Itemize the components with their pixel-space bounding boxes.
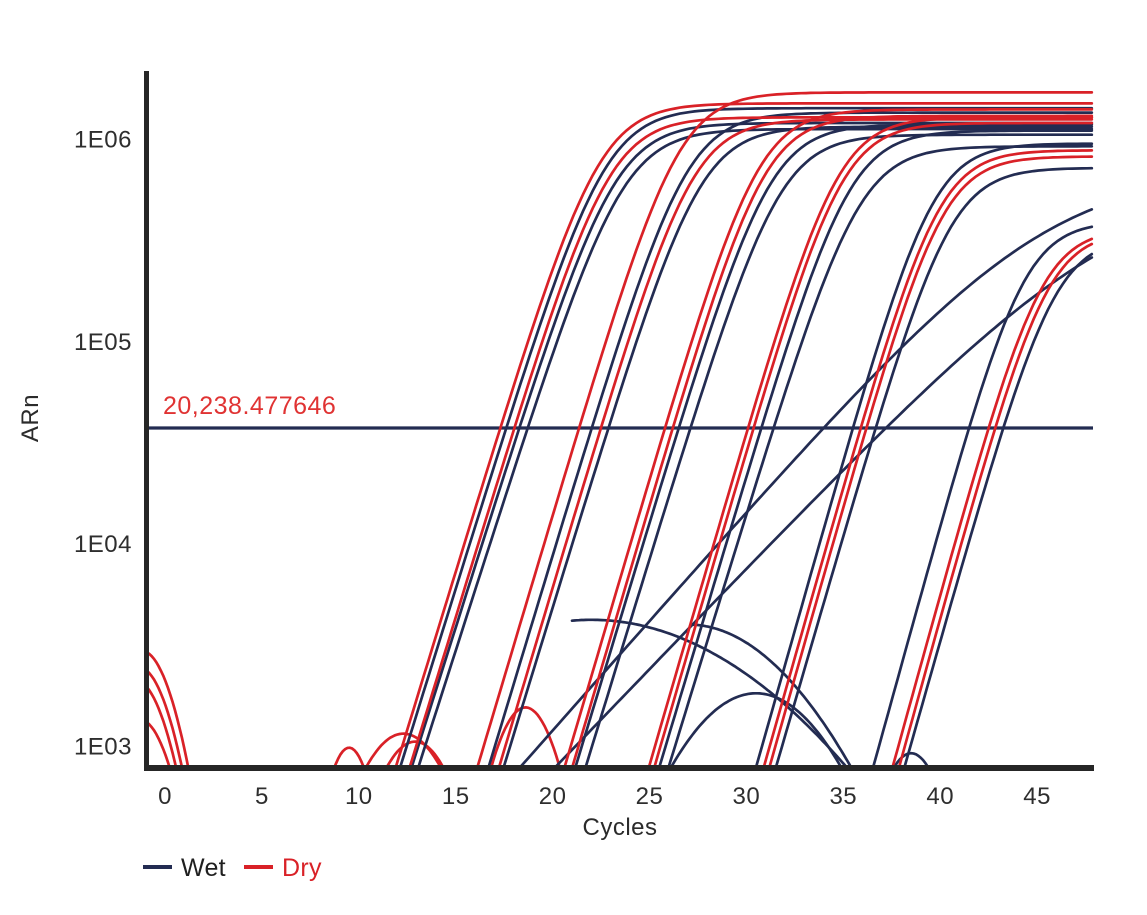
legend-label-dry: Dry xyxy=(282,854,322,882)
baseline-artifact-dry xyxy=(363,732,444,769)
baseline-artifact-dry xyxy=(332,746,366,769)
amplification-curve-wet xyxy=(573,123,1094,769)
amplification-curve-dry xyxy=(497,118,1094,769)
x-axis-tick-labels: 0 5 10 15 20 25 30 35 40 45 xyxy=(158,783,1051,810)
amplification-curve-dry xyxy=(475,91,1094,769)
amplification-curve-dry xyxy=(646,115,1094,769)
amplification-curve-wet xyxy=(486,111,1094,769)
baseline-artifact-wet xyxy=(690,623,854,769)
baseline-artifact-wet xyxy=(891,751,931,769)
x-axis-label: Cycles xyxy=(582,814,657,841)
amplification-curve-dry xyxy=(393,102,1094,769)
amplification-curve-dry xyxy=(767,155,1094,769)
baseline-artifact-dry xyxy=(146,720,172,769)
amplification-curve-dry xyxy=(897,242,1094,769)
x-tick-label: 25 xyxy=(636,783,664,810)
baseline-artifact-dry xyxy=(146,650,190,769)
x-tick-label: 5 xyxy=(255,783,269,810)
amplification-curve-wet xyxy=(902,252,1094,769)
x-tick-label: 45 xyxy=(1023,783,1051,810)
legend: Wet Dry xyxy=(143,854,322,882)
amplification-curve-wet xyxy=(774,166,1094,769)
x-tick-label: 0 xyxy=(158,783,172,810)
y-axis-label: ARn xyxy=(17,394,44,442)
threshold-value-label: 20,238.477646 xyxy=(163,392,336,420)
amplification-curves xyxy=(393,91,1094,769)
amplification-curve-dry xyxy=(652,121,1094,769)
amplification-curve-wet xyxy=(657,129,1094,769)
x-axis xyxy=(144,765,1094,771)
y-tick-label: 1E03 xyxy=(74,733,132,760)
x-tick-label: 40 xyxy=(926,783,954,810)
x-tick-label: 10 xyxy=(345,783,373,810)
amplification-curve-dry xyxy=(761,149,1094,769)
y-tick-label: 1E04 xyxy=(74,531,132,558)
amplification-curve-dry xyxy=(562,108,1094,769)
amplification-curve-dry xyxy=(570,114,1094,769)
y-axis xyxy=(144,71,149,771)
baseline-artifact-curves xyxy=(146,618,931,769)
amplification-curve-wet xyxy=(871,225,1094,769)
x-tick-label: 30 xyxy=(733,783,761,810)
amplification-curve-wet xyxy=(583,133,1094,769)
amplification-curve-wet xyxy=(416,127,1094,769)
legend-item-dry: Dry xyxy=(244,854,322,882)
baseline-artifact-dry xyxy=(146,685,178,769)
x-tick-label: 20 xyxy=(539,783,567,810)
amplification-curve-wet xyxy=(409,121,1094,769)
legend-item-wet: Wet xyxy=(143,854,226,882)
amplification-curve-wet xyxy=(754,142,1094,769)
baseline-artifact-dry xyxy=(489,706,562,769)
y-tick-label: 1E06 xyxy=(74,127,132,154)
x-tick-label: 15 xyxy=(442,783,470,810)
amplification-curve-dry xyxy=(890,237,1094,769)
baseline-artifact-wet xyxy=(668,691,844,769)
amplification-curve-wet xyxy=(551,256,1094,769)
y-axis-tick-labels: 1E06 1E05 1E04 1E03 xyxy=(74,127,132,761)
x-tick-label: 35 xyxy=(829,783,857,810)
legend-label-wet: Wet xyxy=(181,854,226,882)
y-tick-label: 1E05 xyxy=(74,329,132,356)
